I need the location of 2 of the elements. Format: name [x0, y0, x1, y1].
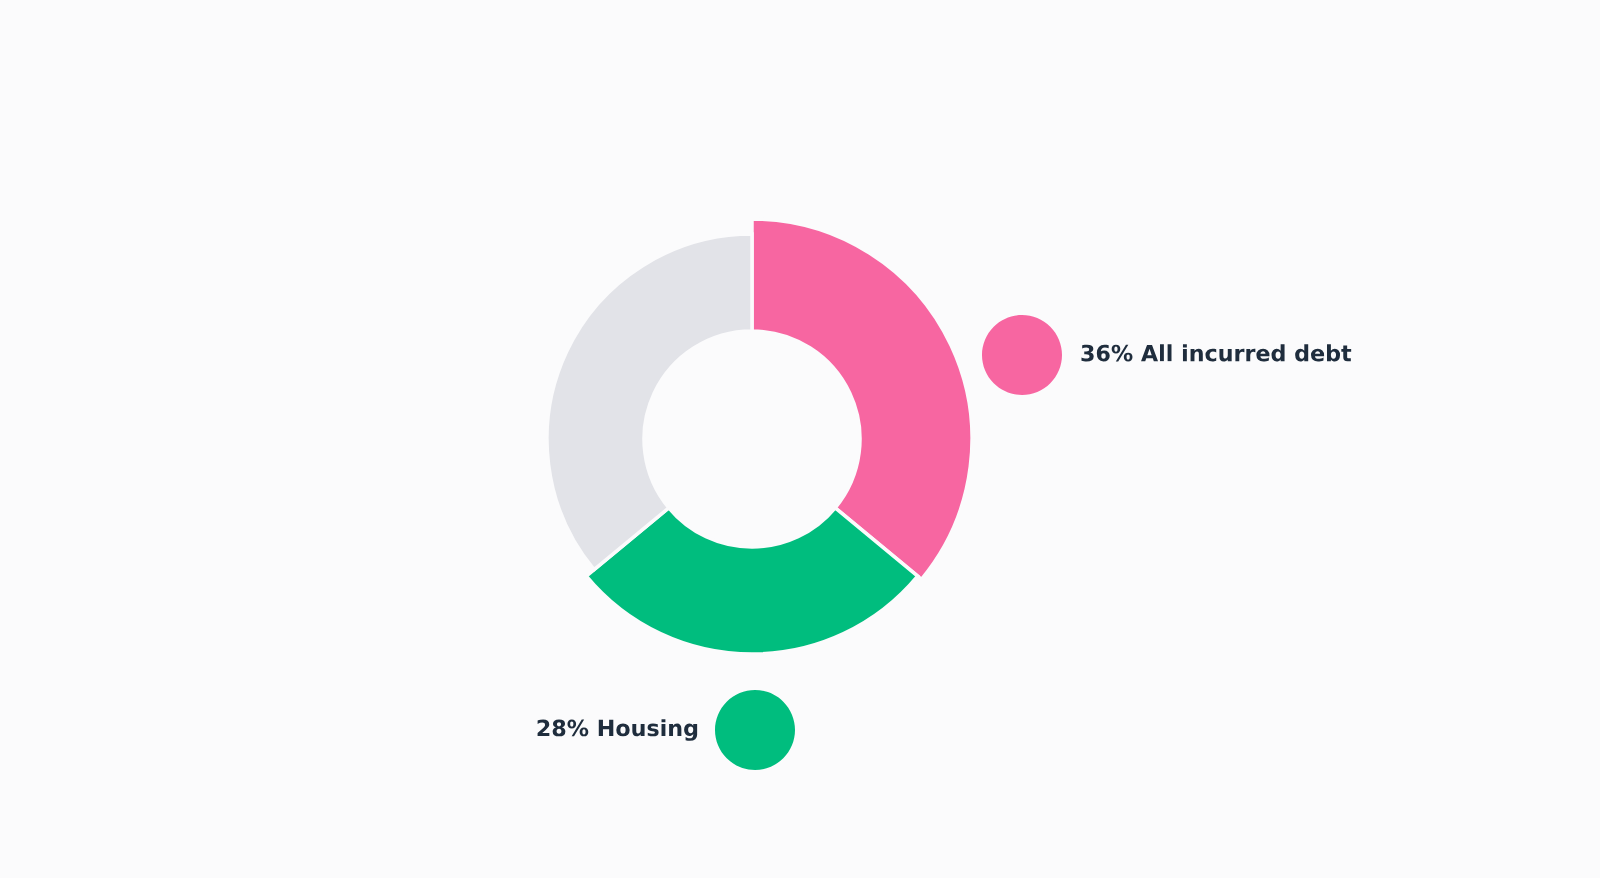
slice-label: 36% All incurred debt: [1081, 344, 1352, 362]
slice-label: 28% Housing: [537, 719, 698, 741]
